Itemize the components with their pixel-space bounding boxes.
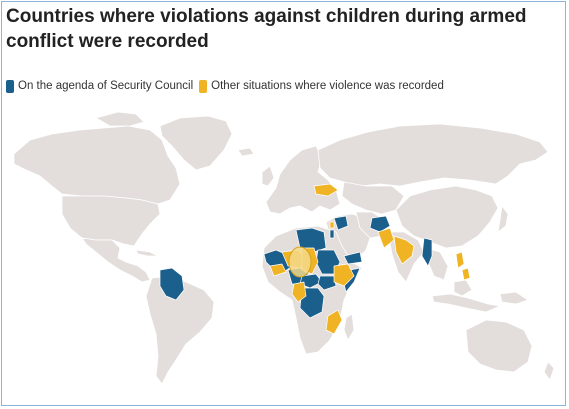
region-lebanon [329, 221, 335, 229]
legend-item-other: Other situations where violence was reco… [199, 79, 444, 93]
region-lake-chad-basin [288, 246, 312, 278]
legend-item-agenda: On the agenda of Security Council [6, 79, 194, 93]
land-indonesia [431, 293, 501, 313]
land-japan [497, 205, 509, 233]
region-philippines-north [455, 251, 465, 269]
region-yemen [343, 251, 363, 265]
region-israel-palestine [329, 229, 335, 239]
region-cameroon [291, 281, 307, 303]
world-map [13, 111, 555, 385]
land-russia [317, 123, 549, 187]
land-china [395, 185, 499, 249]
land-central-asia [341, 181, 405, 215]
land-usa [61, 195, 161, 247]
region-philippines-south [461, 267, 471, 281]
region-ethiopia [333, 263, 355, 287]
map-title: Countries where violations against child… [6, 6, 527, 52]
legend-swatch-other [199, 79, 208, 93]
land-cuba [135, 249, 159, 257]
region-colombia [159, 267, 185, 301]
region-burkina-faso [269, 263, 287, 277]
region-afghanistan [369, 215, 391, 233]
land-australia [465, 319, 533, 373]
region-south-sudan [317, 275, 337, 291]
land-uk [261, 165, 275, 187]
land-mexico [81, 237, 151, 283]
land-arctic-islands [95, 111, 145, 127]
legend-swatch-agenda [6, 79, 14, 93]
region-india [393, 235, 415, 265]
land-madagascar [343, 313, 355, 341]
region-syria [333, 215, 349, 231]
land-canada [13, 125, 181, 205]
region-ukraine [313, 183, 339, 197]
region-myanmar [421, 237, 433, 267]
land-iceland [237, 147, 255, 157]
region-mozambique [325, 309, 343, 335]
legend: On the agenda of Security Council Other … [6, 78, 450, 94]
legend-label-other: Other situations where violence was reco… [211, 80, 444, 92]
land-greenland [159, 115, 233, 171]
land-borneo [453, 279, 473, 297]
legend-label-agenda: On the agenda of Security Council [18, 80, 194, 92]
land-south-america [145, 275, 215, 385]
land-new-guinea [499, 291, 529, 305]
region-pakistan [377, 227, 395, 249]
land-new-zealand [543, 361, 555, 381]
